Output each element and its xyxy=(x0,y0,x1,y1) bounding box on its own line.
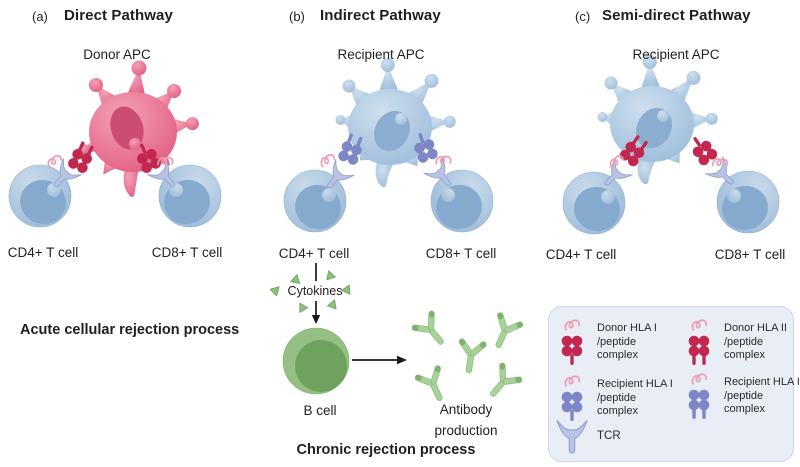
antibody-cluster xyxy=(408,307,526,408)
peptide-b-left xyxy=(318,153,337,168)
direct-pathway-graphics xyxy=(8,60,222,232)
recipient-apc-label-b: Recipient APC xyxy=(337,47,425,62)
legend-label: TCR xyxy=(597,430,621,442)
legend-label: Donor HLA II /peptide complex xyxy=(724,322,787,361)
peptide-a-left xyxy=(45,154,64,169)
cd4-label-b: CD4+ T cell xyxy=(278,246,350,261)
cd4-t-cell-c xyxy=(562,171,627,239)
legend-item-recipient-hla-i: Recipient HLA I /peptide complex xyxy=(555,366,673,424)
cytokine-arrowhead xyxy=(311,315,321,324)
donor-hla-i-icon xyxy=(561,319,583,365)
recipient-apc-cell-b xyxy=(335,58,456,188)
cd8-label-a: CD8+ T cell xyxy=(151,245,223,260)
panel-b-tag: (b) xyxy=(289,9,305,24)
antibody-arrowhead xyxy=(397,355,407,365)
donor-hla-ii-icon xyxy=(688,319,710,365)
b-cell xyxy=(282,327,350,395)
legend-item-donor-hla-i: Donor HLA I /peptide complex xyxy=(555,310,657,368)
legend-item-tcr: TCR xyxy=(555,420,621,454)
indirect-pathway-graphics xyxy=(269,58,526,408)
acute-rejection-label: Acute cellular rejection process xyxy=(20,322,240,338)
tcr-icon xyxy=(556,420,588,454)
legend-item-donor-hla-ii: Donor HLA II /peptide complex xyxy=(682,310,787,368)
donor-apc-label: Donor APC xyxy=(83,47,151,62)
antibody-production-label-line2: production xyxy=(434,423,498,438)
legend-label: Donor HLA I /peptide complex xyxy=(597,322,657,361)
recipient-apc-label-c: Recipient APC xyxy=(632,47,720,62)
b-cell-label: B cell xyxy=(303,403,337,418)
recipient-hla-i-icon xyxy=(561,375,583,421)
panel-c-tag: (c) xyxy=(575,9,591,24)
legend-label: Recipient HLA II /peptide complex xyxy=(724,376,800,415)
peptide-c-left xyxy=(607,154,626,170)
chronic-rejection-label: Chronic rejection process xyxy=(296,442,476,458)
cd8-label-c: CD8+ T cell xyxy=(714,247,786,262)
legend-item-recipient-hla-ii: Recipient HLA II /peptide complex xyxy=(682,364,800,422)
legend-label: Recipient HLA I /peptide complex xyxy=(597,378,673,417)
legend-box xyxy=(548,306,794,462)
cytokines-label: Cytokines xyxy=(287,284,343,298)
cd8-t-cell-c xyxy=(715,170,780,238)
panel-a-tag: (a) xyxy=(32,9,48,24)
recipient-hla-ii-icon xyxy=(688,373,710,419)
panel-a-title: Direct Pathway xyxy=(64,7,173,24)
panel-b-title: Indirect Pathway xyxy=(320,7,441,24)
semi-direct-pathway-graphics xyxy=(562,55,780,239)
cd4-label-a: CD4+ T cell xyxy=(7,245,79,260)
cd8-t-cell-b xyxy=(429,169,494,237)
cd4-label-c: CD4+ T cell xyxy=(545,247,617,262)
antibody-production-label-line1: Antibody xyxy=(439,402,493,417)
cd8-label-b: CD8+ T cell xyxy=(425,246,497,261)
panel-c-title: Semi-direct Pathway xyxy=(602,7,751,24)
